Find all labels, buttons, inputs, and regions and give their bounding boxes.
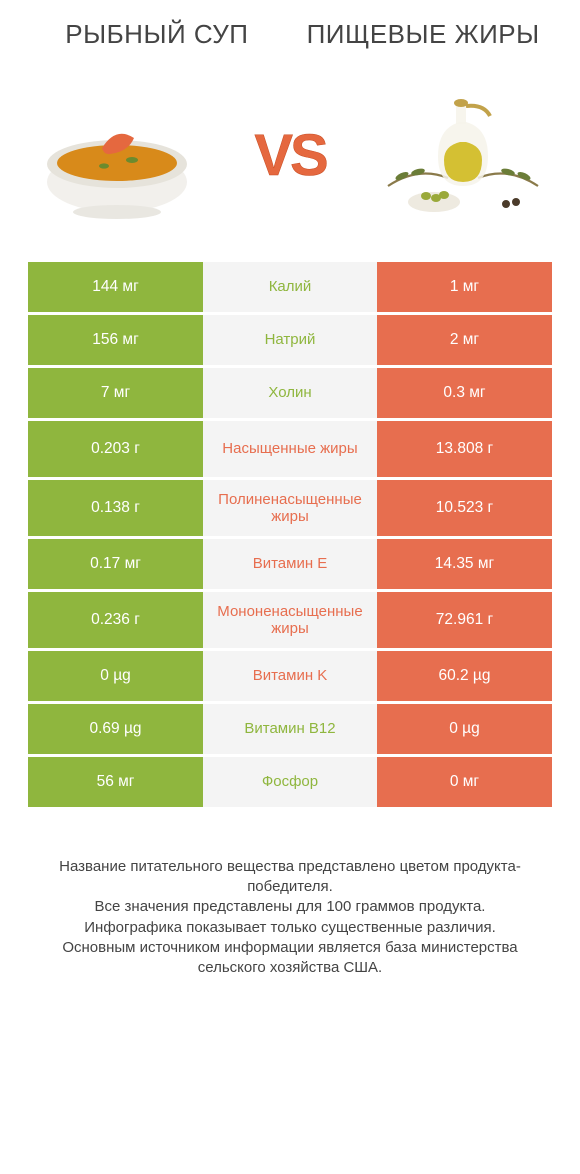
- left-value-cell: 144 мг: [28, 262, 203, 312]
- right-value-cell: 72.961 г: [377, 592, 552, 648]
- table-row: 0.236 гМононенасыщенные жиры72.961 г: [28, 592, 552, 648]
- left-value-cell: 56 мг: [28, 757, 203, 807]
- table-row: 144 мгКалий1 мг: [28, 262, 552, 312]
- nutrient-name-cell: Витамин K: [203, 651, 377, 701]
- nutrient-name-cell: Полиненасыщенные жиры: [203, 480, 377, 536]
- footer-line: Основным источником информации является …: [30, 938, 550, 979]
- images-row: VS: [28, 86, 552, 226]
- footer-line: Все значения представлены для 100 граммо…: [30, 897, 550, 917]
- left-value-cell: 0 µg: [28, 651, 203, 701]
- comparison-table: 144 мгКалий1 мг156 мгНатрий2 мг7 мгХолин…: [28, 262, 552, 807]
- right-value-cell: 0 µg: [377, 704, 552, 754]
- left-value-cell: 0.138 г: [28, 480, 203, 536]
- right-value-cell: 2 мг: [377, 315, 552, 365]
- right-value-cell: 1 мг: [377, 262, 552, 312]
- nutrient-name-cell: Калий: [203, 262, 377, 312]
- titles-row: РЫБНЫЙ СУП ПИЩЕВЫЕ ЖИРЫ: [28, 20, 552, 50]
- table-row: 0.203 гНасыщенные жиры13.808 г: [28, 421, 552, 477]
- table-row: 7 мгХолин0.3 мг: [28, 368, 552, 418]
- right-value-cell: 14.35 мг: [377, 539, 552, 589]
- right-value-cell: 0 мг: [377, 757, 552, 807]
- left-value-cell: 0.69 µg: [28, 704, 203, 754]
- left-value-cell: 0.236 г: [28, 592, 203, 648]
- nutrient-name-cell: Витамин E: [203, 539, 377, 589]
- footer-notes: Название питательного вещества представл…: [28, 857, 552, 979]
- table-row: 0.17 мгВитамин E14.35 мг: [28, 539, 552, 589]
- left-value-cell: 0.17 мг: [28, 539, 203, 589]
- left-value-cell: 156 мг: [28, 315, 203, 365]
- right-product-title: ПИЩЕВЫЕ ЖИРЫ: [300, 20, 546, 50]
- nutrient-name-cell: Мононенасыщенные жиры: [203, 592, 377, 648]
- table-row: 0.138 гПолиненасыщенные жиры10.523 г: [28, 480, 552, 536]
- left-value-cell: 0.203 г: [28, 421, 203, 477]
- footer-line: Инфографика показывает только существенн…: [30, 918, 550, 938]
- right-value-cell: 13.808 г: [377, 421, 552, 477]
- footer-line: Название питательного вещества представл…: [30, 857, 550, 898]
- fish-soup-icon: [32, 86, 202, 226]
- table-row: 56 мгФосфор0 мг: [28, 757, 552, 807]
- nutrient-name-cell: Холин: [203, 368, 377, 418]
- right-value-cell: 10.523 г: [377, 480, 552, 536]
- vs-badge: VS: [254, 122, 325, 189]
- left-value-cell: 7 мг: [28, 368, 203, 418]
- right-value-cell: 0.3 мг: [377, 368, 552, 418]
- nutrient-name-cell: Фосфор: [203, 757, 377, 807]
- olive-oil-icon: [378, 86, 548, 226]
- nutrient-name-cell: Натрий: [203, 315, 377, 365]
- table-row: 156 мгНатрий2 мг: [28, 315, 552, 365]
- table-row: 0 µgВитамин K60.2 µg: [28, 651, 552, 701]
- nutrient-name-cell: Насыщенные жиры: [203, 421, 377, 477]
- table-row: 0.69 µgВитамин B120 µg: [28, 704, 552, 754]
- right-value-cell: 60.2 µg: [377, 651, 552, 701]
- nutrient-name-cell: Витамин B12: [203, 704, 377, 754]
- left-product-title: РЫБНЫЙ СУП: [34, 20, 280, 50]
